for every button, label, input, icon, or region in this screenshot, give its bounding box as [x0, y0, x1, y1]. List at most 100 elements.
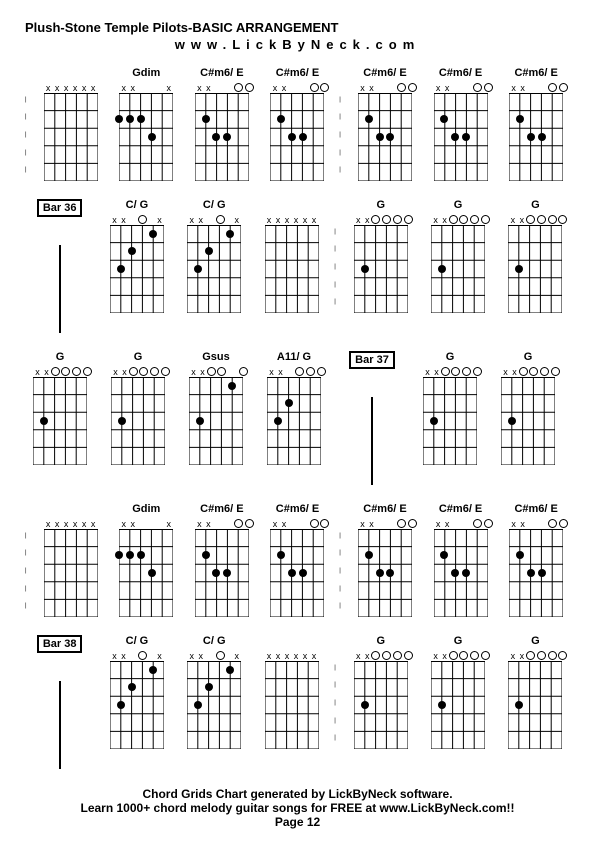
chord-row: ||||| xxxxxx Gdim xxx C#m6/ E xx C#m6/ E… [25, 67, 570, 181]
string-marker [385, 83, 394, 93]
diagram-wrap [508, 661, 562, 749]
open-string-dot [449, 215, 458, 224]
finger-dot [118, 417, 126, 425]
finger-dot [438, 701, 446, 709]
page-title: Plush-Stone Temple Pilots-BASIC ARRANGEM… [25, 20, 570, 35]
string-marker: x [367, 83, 376, 93]
diagram-wrap [423, 377, 477, 465]
diagram-wrap [501, 377, 555, 465]
open-string-dot [449, 651, 458, 660]
open-string-dot [473, 519, 482, 528]
string-markers: xxxxxx [265, 651, 319, 661]
string-marker: x [196, 651, 205, 661]
chord-name: C#m6/ E [363, 67, 406, 81]
finger-dot [538, 569, 546, 577]
finger-dot [228, 382, 236, 390]
string-marker: x [119, 215, 128, 225]
open-string-dot [526, 651, 535, 660]
chord-name: C/ G [126, 199, 149, 213]
string-marker: x [518, 519, 527, 529]
finger-dot [128, 247, 136, 255]
chord-diagram: xxxxxx [37, 503, 105, 617]
dash-separator: ||||| [339, 527, 343, 615]
string-marker [452, 519, 461, 529]
open-string-dot [559, 83, 568, 92]
finger-dot [285, 399, 293, 407]
string-marker: x [443, 83, 452, 93]
chord-diagram: G xx [423, 635, 492, 749]
dash-separator: ||||| [25, 527, 29, 615]
chord-name: C/ G [203, 635, 226, 649]
string-marker: x [204, 83, 213, 93]
open-string-dot [393, 215, 402, 224]
fretboard-grid [434, 529, 488, 617]
open-string-dot [473, 367, 482, 376]
fretboard-grid [265, 225, 319, 313]
open-string-dot [481, 651, 490, 660]
fretboard-grid [270, 529, 324, 617]
chord-diagram: C#m6/ E xx [264, 503, 332, 617]
string-marker: x [62, 519, 71, 529]
string-marker [205, 215, 214, 225]
string-markers: xxx [119, 519, 173, 529]
chord-name: C#m6/ E [514, 67, 557, 81]
string-marker: x [128, 83, 137, 93]
chord-name: G [454, 199, 463, 213]
string-marker: x [42, 367, 51, 377]
finger-dot [274, 417, 282, 425]
diagram-wrap [187, 661, 241, 749]
chord-diagram: G xx [493, 351, 563, 465]
chord-name: Gdim [132, 67, 160, 81]
chord-diagram: G xx [346, 199, 415, 313]
string-markers: xxx [187, 215, 241, 225]
string-marker: x [354, 651, 363, 661]
fretboard-grid [119, 529, 173, 617]
chord-diagram: C#m6/ E xx [351, 503, 419, 617]
chord-diagram: G xx [103, 351, 173, 465]
chord-name: G [377, 199, 386, 213]
string-marker: x [279, 519, 288, 529]
open-string-dot [51, 367, 60, 376]
string-marker: x [189, 367, 198, 377]
string-marker: x [119, 519, 128, 529]
finger-dot [299, 569, 307, 577]
string-marker: x [431, 215, 440, 225]
chord-diagram: G xx [346, 635, 415, 749]
string-marker: x [440, 651, 449, 661]
chord-name: G [56, 351, 65, 365]
open-string-dot [404, 215, 413, 224]
string-marker: x [119, 651, 128, 661]
chord-name: G [524, 351, 533, 365]
finger-dot [149, 666, 157, 674]
open-string-dot [161, 367, 170, 376]
string-marker [137, 83, 146, 93]
finger-dot [527, 569, 535, 577]
finger-dot [194, 265, 202, 273]
bar-marker: Bar 38 [25, 635, 94, 769]
chord-row: ||||| xxxxxx Gdim xxx C#m6/ E xx C#m6/ E… [25, 503, 570, 617]
chord-diagram: xxxxxx [257, 199, 326, 313]
open-string-dot [559, 519, 568, 528]
open-string-dot [526, 215, 535, 224]
open-string-dot [484, 519, 493, 528]
fretboard-grid [358, 529, 412, 617]
string-marker: x [164, 519, 173, 529]
open-string-dot [317, 367, 326, 376]
chord-name: C/ G [203, 199, 226, 213]
string-marker: x [71, 519, 80, 529]
string-marker: x [501, 367, 510, 377]
finger-dot [361, 265, 369, 273]
open-string-dot [234, 519, 243, 528]
chord-diagram: C#m6/ E xx [427, 67, 495, 181]
string-marker [527, 83, 536, 93]
string-marker: x [354, 215, 363, 225]
diagram-wrap [110, 661, 164, 749]
chord-diagram: C#m6/ E xx [264, 67, 332, 181]
string-marker: x [62, 83, 71, 93]
diagram-wrap [195, 529, 249, 617]
finger-dot [117, 701, 125, 709]
bar-marker: Bar 37 [337, 351, 407, 485]
finger-dot [462, 569, 470, 577]
string-markers: xxx [110, 651, 164, 661]
string-marker: x [267, 367, 276, 377]
